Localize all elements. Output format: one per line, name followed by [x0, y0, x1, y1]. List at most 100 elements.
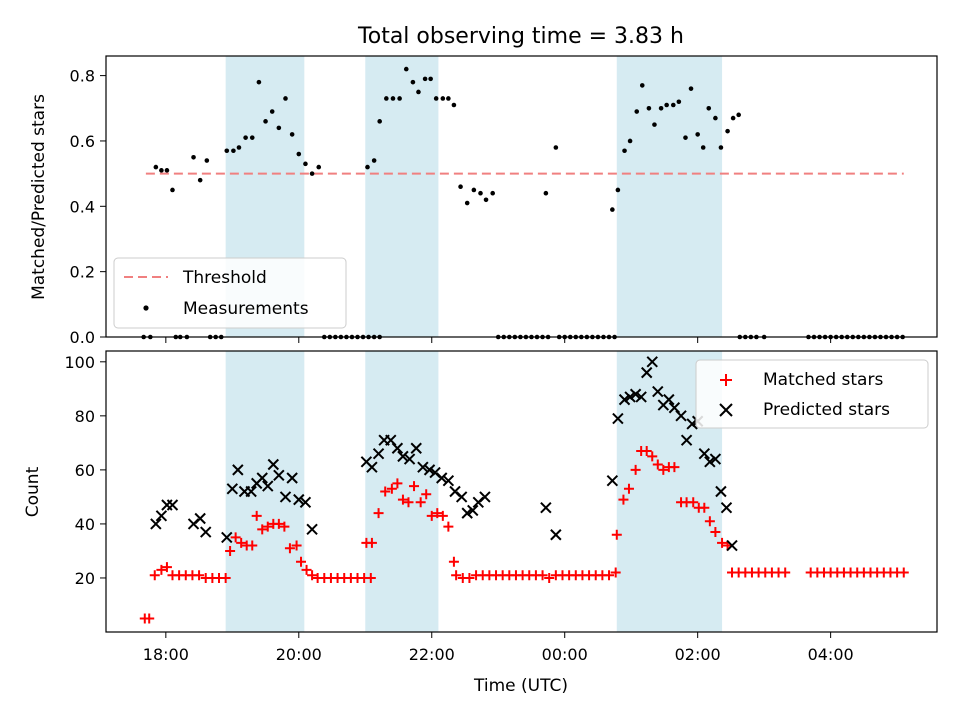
predicted-stars-point — [698, 447, 711, 460]
x-tick-label: 22:00 — [409, 645, 455, 664]
predicted-stars-point — [286, 472, 298, 484]
predicted-stars-point — [385, 434, 397, 446]
measurement-point — [384, 96, 389, 101]
measurement-point — [377, 119, 382, 124]
measurement-point — [397, 96, 402, 101]
top-legend: Threshold Measurements — [113, 257, 347, 329]
predicted-stars-point — [629, 388, 642, 400]
matched-stars-point — [641, 445, 652, 456]
predicted-stars-point — [299, 496, 312, 509]
matched-stars-point — [251, 510, 262, 521]
bottom-legend-label: Predicted stars — [763, 400, 890, 420]
predicted-stars-point — [366, 461, 378, 473]
top-y-axis-label: Matched/Predicted stars — [29, 94, 49, 300]
measurement-point — [249, 135, 255, 140]
matched-stars-point — [658, 464, 669, 475]
measurement-point — [422, 76, 428, 82]
measurement-point — [236, 145, 242, 150]
matched-stars-point — [437, 510, 448, 521]
matched-stars-point — [409, 481, 420, 492]
matched-stars-point — [464, 572, 475, 583]
measurement-point — [610, 207, 615, 212]
measurement-point — [639, 83, 645, 88]
predicted-stars-point — [709, 453, 722, 465]
matched-stars-point — [451, 570, 462, 581]
bottom-panel: 20 40 60 80 100 18:00 20:00 22:00 00:00 02:00 04:… — [23, 350, 938, 696]
matched-stars-point — [262, 521, 273, 532]
predicted-stars-point — [423, 464, 436, 476]
measurement-point — [646, 105, 652, 111]
predicted-stars-point — [646, 356, 658, 368]
matched-stars-point — [257, 524, 268, 535]
measurement-point — [303, 161, 308, 167]
matched-stars-point — [144, 613, 155, 624]
matched-stars-point — [421, 489, 432, 500]
measurement-point — [170, 187, 175, 193]
measurement-point — [153, 164, 159, 170]
predicted-stars-point — [704, 456, 716, 468]
measurement-point — [269, 109, 275, 114]
measurement-point — [478, 190, 483, 196]
predicted-stars-point — [612, 412, 624, 425]
matched-stars-point — [307, 570, 318, 581]
measurement-point — [483, 197, 489, 203]
predicted-stars-point — [397, 450, 409, 463]
predicted-stars-point — [417, 461, 429, 473]
measurement-point — [403, 66, 409, 72]
matched-stars-legend-swatch — [720, 374, 732, 386]
bottom-observing-interval-band — [225, 351, 305, 632]
top-y-tick-label: 0.4 — [70, 197, 95, 216]
chart-title: Total observing time = 3.83 h — [357, 24, 684, 49]
matched-stars-point — [537, 570, 548, 581]
measurement-point — [730, 115, 736, 121]
bottom-y-tick-label: 20 — [75, 569, 95, 588]
measurement-point — [371, 158, 377, 163]
matched-stars-point — [415, 497, 426, 508]
predicted-stars-point — [668, 402, 681, 414]
predicted-stars-point — [391, 442, 404, 454]
measurement-point — [683, 135, 688, 140]
measurement-point — [159, 168, 164, 173]
measurement-point — [283, 96, 288, 101]
top-legend-label: Threshold — [182, 268, 267, 288]
predicted-stars-point — [256, 472, 268, 484]
predicted-stars-point — [618, 393, 631, 406]
predicted-stars-point — [226, 483, 239, 495]
measurement-point — [670, 102, 676, 108]
measurement-point — [706, 105, 712, 111]
predicted-stars-point — [680, 434, 693, 446]
predicted-stars-point — [194, 512, 206, 525]
measurement-point — [309, 171, 315, 176]
predicted-stars-point — [166, 499, 179, 511]
matched-stars-point — [669, 462, 680, 473]
measurement-point — [725, 128, 730, 134]
measurement-point — [652, 122, 657, 127]
bottom-y-axis-label: Count — [23, 466, 43, 517]
bottom-y-tick-label: 100 — [64, 353, 95, 372]
matched-stars-point — [366, 537, 377, 548]
matched-stars-point — [373, 508, 384, 519]
x-tick-label: 00:00 — [542, 645, 588, 664]
measurement-point — [695, 132, 700, 137]
predicted-stars-point — [436, 472, 448, 484]
predicted-stars-point — [686, 418, 698, 430]
bottom-y-tick-label: 80 — [75, 407, 95, 426]
predicted-stars-point — [262, 480, 274, 492]
measurement-point — [676, 99, 682, 105]
matched-stars-point — [426, 510, 437, 521]
top-panel: 0.00.20.40.60.8 Matched/Predicted stars … — [29, 55, 938, 347]
matched-stars-point — [279, 521, 290, 532]
matched-stars-point — [230, 532, 241, 543]
predicted-stars-point — [640, 366, 653, 379]
measurement-point — [688, 86, 694, 91]
predicted-stars-point — [675, 410, 687, 422]
measurement-point — [256, 79, 262, 85]
matched-stars-point — [623, 483, 634, 494]
matched-stars-point — [898, 567, 909, 578]
measurement-point — [627, 138, 633, 144]
x-tick-label: 04:00 — [808, 645, 854, 664]
measurement-point — [471, 187, 477, 193]
measurement-point — [553, 145, 559, 150]
predicted-stars-point — [293, 493, 305, 506]
top-y-tick-label: 0.8 — [70, 67, 95, 86]
